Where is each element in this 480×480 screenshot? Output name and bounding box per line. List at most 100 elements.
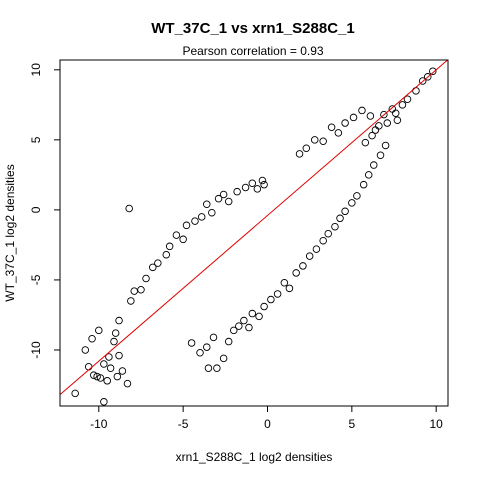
data-point	[285, 284, 294, 293]
y-tick-label: -5	[29, 274, 43, 285]
data-point	[341, 207, 349, 216]
x-tick-label: 0	[264, 417, 271, 431]
data-point	[118, 367, 127, 375]
data-point	[383, 119, 392, 127]
data-point	[182, 221, 191, 230]
fit-line	[59, 59, 448, 396]
x-axis: -10 -5 0 5 10	[90, 406, 443, 431]
data-point	[371, 126, 380, 134]
data-point	[81, 346, 90, 354]
data-point	[412, 87, 420, 95]
data-point	[84, 363, 93, 371]
data-point	[100, 360, 108, 368]
data-point	[165, 242, 174, 251]
data-point	[95, 326, 103, 335]
data-point	[370, 161, 378, 169]
data-point	[219, 190, 228, 199]
fit-layer	[59, 59, 448, 396]
points-layer	[71, 67, 437, 406]
data-point	[429, 67, 437, 75]
data-point	[361, 138, 370, 147]
data-point	[248, 309, 257, 318]
data-point	[115, 316, 123, 325]
data-point	[258, 176, 267, 185]
data-point	[366, 112, 375, 120]
y-axis-label: WT_37C_1 log2 densities	[3, 164, 17, 301]
data-point	[302, 144, 311, 152]
data-point	[381, 141, 390, 150]
data-point	[273, 290, 282, 298]
data-point	[324, 229, 332, 238]
data-point	[312, 245, 321, 253]
data-point	[248, 179, 257, 188]
data-point	[336, 214, 344, 223]
x-tick-label: 5	[348, 417, 355, 431]
subtitle-prefix: Pearson correlation =	[182, 44, 300, 58]
data-point	[393, 116, 402, 124]
data-point	[179, 235, 187, 244]
data-point	[353, 192, 361, 200]
y-tick-label: 10	[29, 63, 43, 77]
data-point	[398, 101, 407, 109]
data-point	[89, 371, 98, 379]
data-point	[376, 151, 385, 160]
data-point	[295, 150, 304, 158]
data-point	[331, 222, 339, 231]
data-point	[255, 312, 263, 321]
data-point	[204, 364, 213, 372]
data-point	[103, 377, 111, 385]
pearson-value: 0.93	[300, 44, 324, 58]
data-point	[233, 187, 241, 196]
data-point	[213, 364, 221, 372]
data-point	[123, 379, 132, 388]
data-point	[235, 322, 243, 330]
data-point	[240, 316, 248, 325]
x-axis-label: xrn1_S288C_1 log2 densities	[176, 450, 333, 464]
data-point	[111, 329, 120, 337]
y-tick-label: -10	[29, 341, 43, 359]
data-point	[327, 123, 336, 131]
data-point	[154, 259, 162, 267]
data-point	[299, 262, 307, 270]
data-point	[359, 180, 368, 189]
x-tick-label: 10	[430, 417, 444, 431]
data-point	[100, 398, 108, 406]
data-point	[267, 295, 275, 304]
data-point	[364, 171, 373, 179]
data-point	[230, 326, 238, 335]
data-point	[292, 269, 300, 277]
data-point	[142, 274, 150, 283]
data-point	[305, 252, 314, 260]
data-point	[71, 389, 79, 398]
data-point	[349, 113, 358, 122]
data-point	[403, 95, 412, 103]
data-point	[113, 372, 122, 381]
data-point	[105, 353, 113, 361]
data-point	[224, 337, 233, 346]
data-point	[319, 236, 327, 245]
data-point	[125, 204, 133, 213]
data-point	[106, 364, 115, 372]
data-point	[319, 137, 327, 145]
data-point	[391, 109, 400, 117]
x-tick-label: -10	[90, 417, 108, 431]
data-point	[93, 372, 101, 381]
data-point	[260, 302, 268, 311]
data-point	[162, 250, 171, 259]
data-point	[368, 131, 376, 140]
plot-frame	[59, 59, 449, 407]
data-point	[375, 122, 383, 130]
data-point	[130, 287, 138, 295]
data-point	[245, 323, 253, 332]
data-point	[219, 354, 228, 363]
data-point	[203, 200, 211, 209]
data-point	[127, 297, 135, 305]
data-point	[203, 343, 211, 351]
data-point	[334, 129, 343, 137]
y-axis: -10 -5 0 5 10	[29, 63, 60, 359]
data-point	[424, 73, 432, 81]
data-point	[96, 374, 105, 382]
data-point	[310, 136, 319, 144]
y-tick-label: 0	[29, 206, 43, 213]
